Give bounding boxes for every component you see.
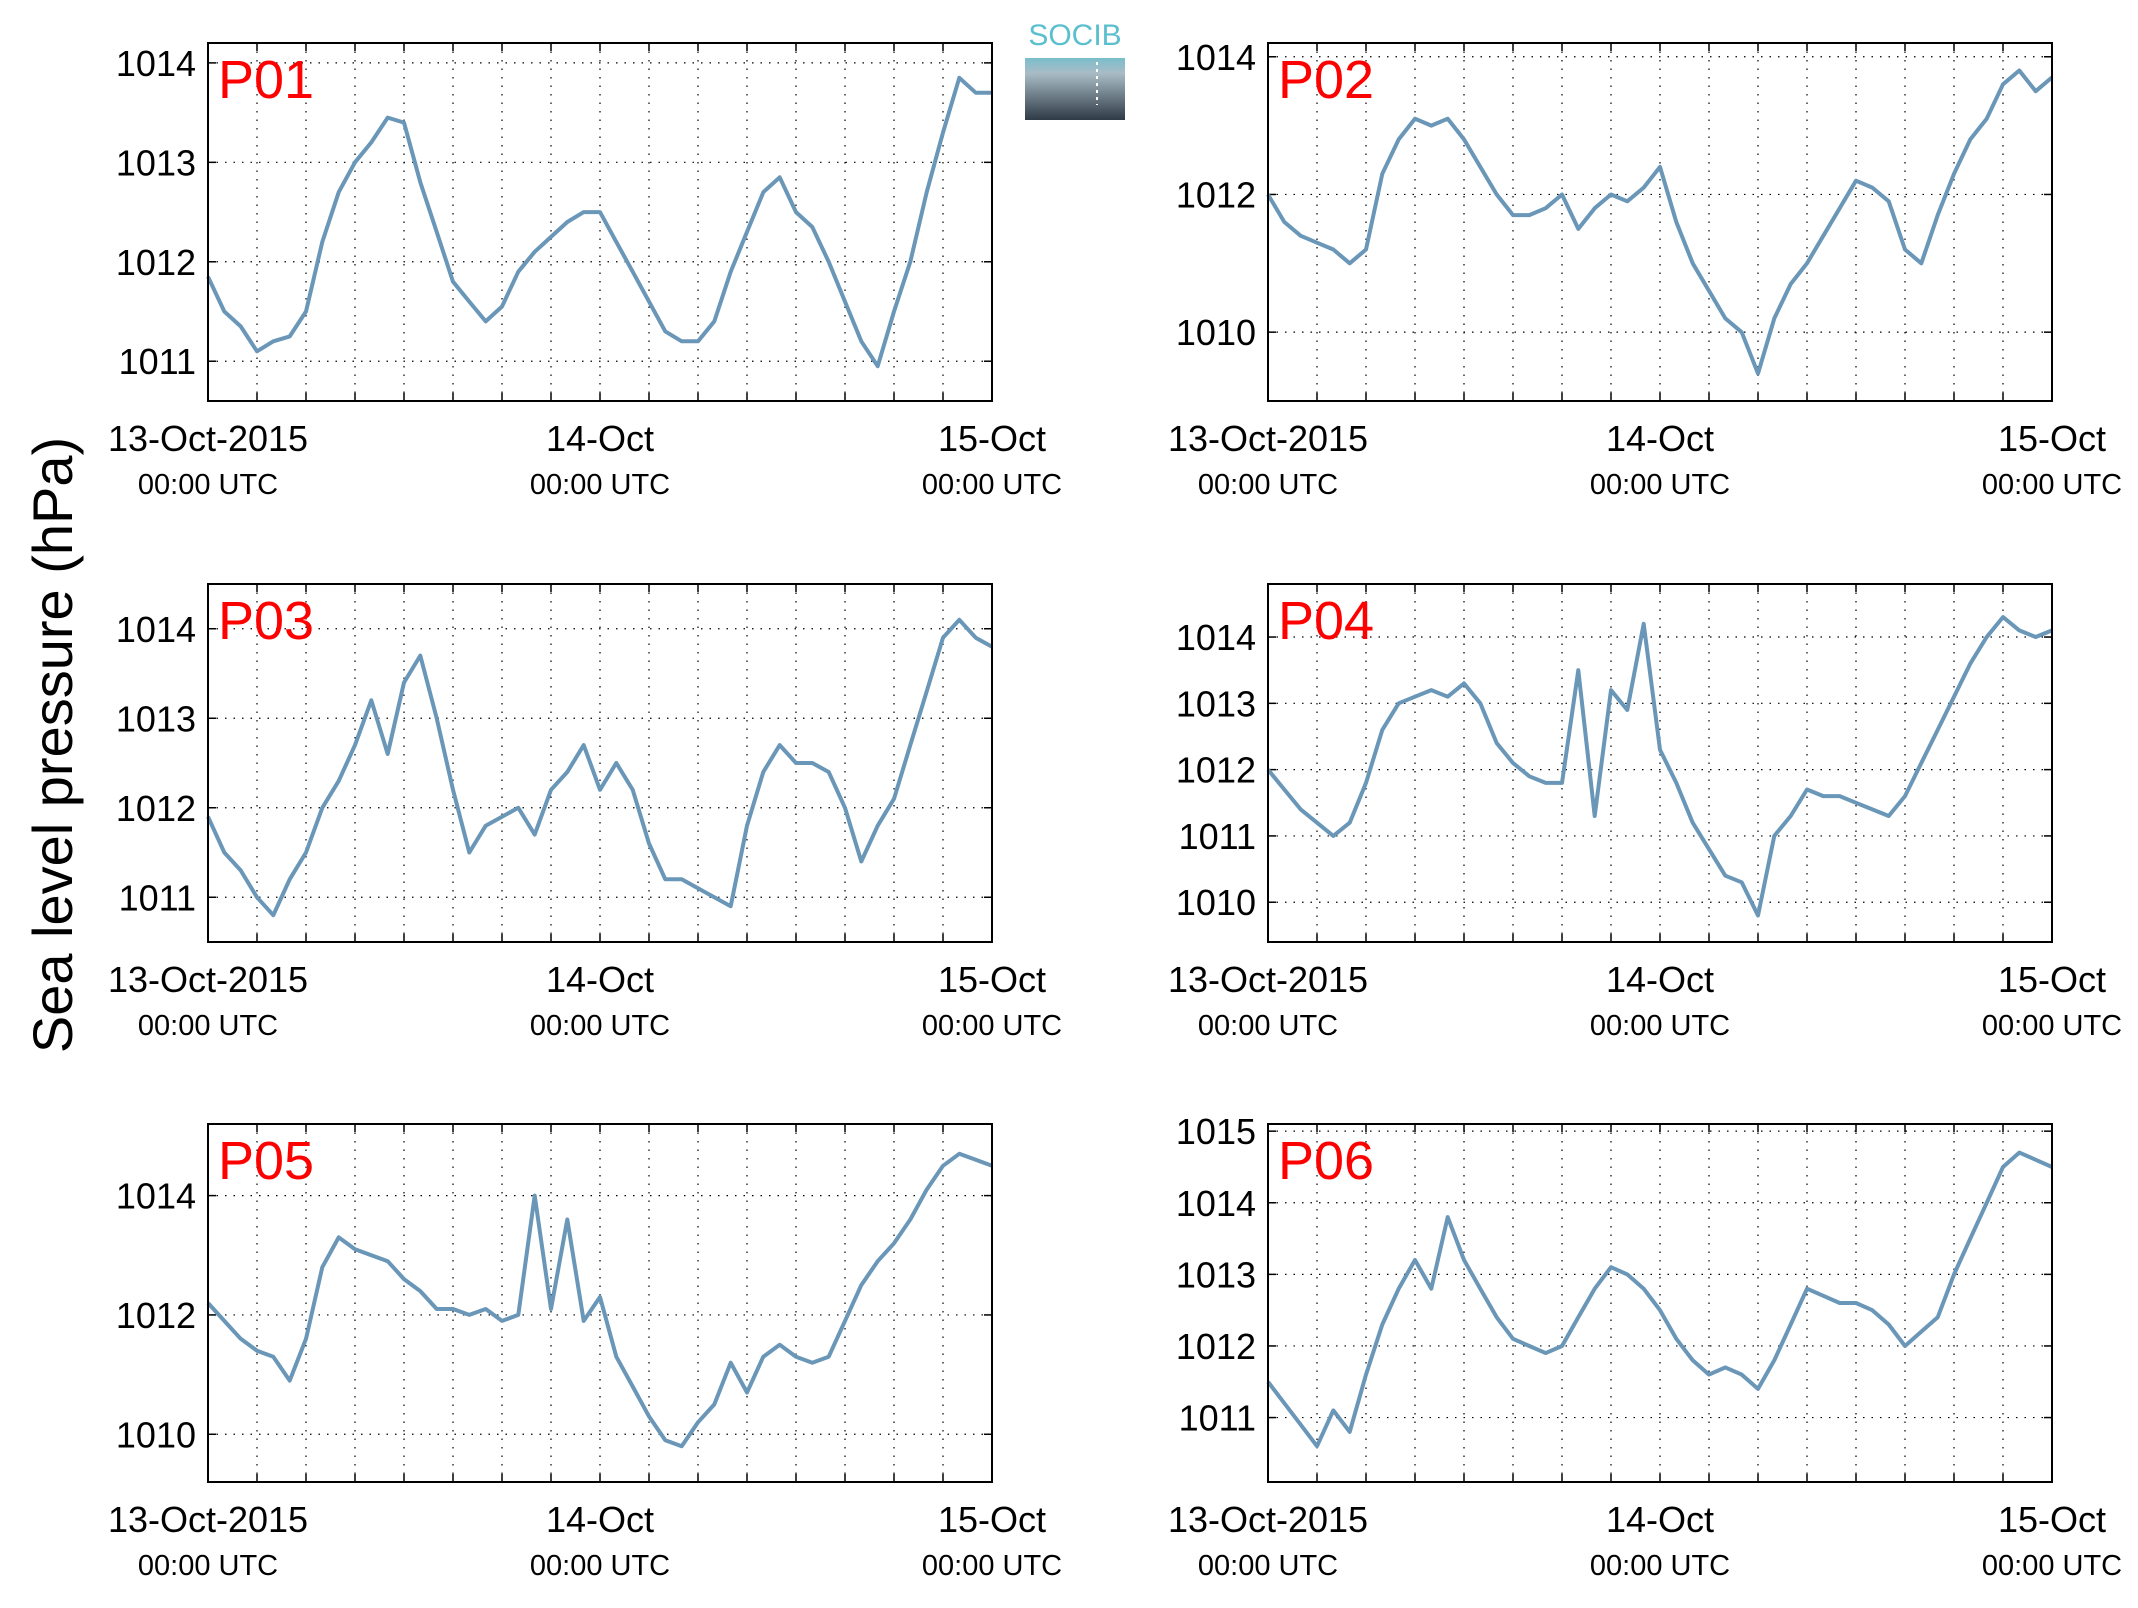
- panel-6-xtick-sublabel: 00:00 UTC: [1590, 1550, 1730, 1582]
- panel-1-xtick-label: 13-Oct-2015: [108, 418, 308, 459]
- y-axis-label: Sea level pressure (hPa): [21, 437, 84, 1053]
- panel-5-axes-frame: [207, 1123, 993, 1483]
- panel-6-ytick-label: 1013: [1176, 1254, 1256, 1295]
- panel-1-xtick-sublabel: 00:00 UTC: [530, 469, 670, 501]
- panel-2-xtick-label: 14-Oct: [1606, 418, 1714, 459]
- panel-6-ytick-label: 1014: [1176, 1183, 1256, 1224]
- panel-3-ytick-label: 1013: [116, 698, 196, 739]
- panel-1-xtick-sublabel: 00:00 UTC: [922, 469, 1062, 501]
- panel-5-xtick-sublabel: 00:00 UTC: [138, 1550, 278, 1582]
- panel-2-ytick-label: 1010: [1176, 312, 1256, 353]
- panel-2-xtick-sublabel: 00:00 UTC: [1198, 469, 1338, 501]
- socib-logo-band: [1025, 48, 1125, 58]
- panel-1-ytick-label: 1012: [116, 242, 196, 283]
- panel-2-xtick-label: 13-Oct-2015: [1168, 418, 1368, 459]
- panel-1-title: P01: [218, 50, 314, 110]
- panel-5-xtick-label: 13-Oct-2015: [108, 1499, 308, 1540]
- panel-2-ytick-label: 1012: [1176, 174, 1256, 215]
- panel-6-title: P06: [1278, 1131, 1374, 1191]
- panel-2-xtick-label: 15-Oct: [1998, 418, 2106, 459]
- panel-4-ytick-label: 1013: [1176, 683, 1256, 724]
- panel-3-xtick-sublabel: 00:00 UTC: [138, 1010, 278, 1042]
- panel-3-ytick-label: 1011: [119, 877, 196, 918]
- panel-6-xtick-label: 15-Oct: [1998, 1499, 2106, 1540]
- panel-5-xtick-sublabel: 00:00 UTC: [530, 1550, 670, 1582]
- panel-3: 1011 1012 1013 1014 13-Oct-2015 00:00 UTC 14-O…: [108, 583, 1062, 1042]
- panel-3-ytick-label: 1012: [116, 788, 196, 829]
- panels-container: 1011 1012 1013 1014 13-Oct-2015 00:00 UTC 14-O…: [108, 37, 2122, 1582]
- panel-1: 1011 1012 1013 1014 13-Oct-2015 00:00 UTC 14-O…: [108, 42, 1062, 501]
- panel-3-xtick-label: 13-Oct-2015: [108, 959, 308, 1000]
- socib-logo-badge: [1025, 48, 1125, 120]
- panel-6-xtick-label: 14-Oct: [1606, 1499, 1714, 1540]
- panel-5-xtick-label: 15-Oct: [938, 1499, 1046, 1540]
- panel-6-ytick-label: 1011: [1179, 1398, 1256, 1439]
- panel-1-axes-frame: [207, 42, 993, 402]
- panel-4-xtick-sublabel: 00:00 UTC: [1982, 1010, 2122, 1042]
- panel-5-xtick-sublabel: 00:00 UTC: [922, 1550, 1062, 1582]
- panel-3-xtick-sublabel: 00:00 UTC: [530, 1010, 670, 1042]
- panel-6-ytick-label: 1012: [1176, 1326, 1256, 1367]
- panel-6-xtick-sublabel: 00:00 UTC: [1198, 1550, 1338, 1582]
- panel-5-series-line: [206, 1151, 993, 1449]
- panel-1-xtick-label: 14-Oct: [546, 418, 654, 459]
- panel-3-ytick-label: 1014: [116, 609, 196, 650]
- panel-4-ytick-label: 1012: [1176, 750, 1256, 791]
- panel-2: 1010 1012 1014 13-Oct-2015 00:00 UTC 14-Oct 00…: [1168, 37, 2122, 501]
- panel-3-xtick-label: 14-Oct: [546, 959, 654, 1000]
- panel-2-series-line: [1266, 68, 2054, 376]
- panel-4-xtick-sublabel: 00:00 UTC: [1198, 1010, 1338, 1042]
- panel-6-ytick-label: 1015: [1176, 1111, 1256, 1152]
- socib-logo-text: SOCIB: [1028, 19, 1121, 52]
- panel-4-xtick-label: 15-Oct: [1998, 959, 2106, 1000]
- panel-2-xtick-sublabel: 00:00 UTC: [1590, 469, 1730, 501]
- panel-6-axes-frame: [1267, 1123, 2053, 1483]
- panel-4-xtick-label: 13-Oct-2015: [1168, 959, 1368, 1000]
- panel-6-series-line: [1266, 1150, 2053, 1449]
- panel-4: 1010 1011 1012 1013 1014 13-Oct-2015 00:00 UTC…: [1168, 583, 2122, 1042]
- panel-1-series-line: [206, 75, 992, 369]
- panel-3-xtick-label: 15-Oct: [938, 959, 1046, 1000]
- panel-3-series-line: [206, 617, 993, 918]
- panel-2-title: P02: [1278, 50, 1374, 110]
- panel-1-xtick-sublabel: 00:00 UTC: [138, 469, 278, 501]
- panel-3-axes-frame: [207, 583, 993, 943]
- panel-4-xtick-sublabel: 00:00 UTC: [1590, 1010, 1730, 1042]
- panel-1-ytick-label: 1014: [116, 43, 196, 84]
- panel-3-xtick-sublabel: 00:00 UTC: [922, 1010, 1062, 1042]
- panel-4-series-line: [1266, 615, 2053, 918]
- panel-4-title: P04: [1278, 591, 1374, 651]
- panel-4-ytick-label: 1011: [1179, 816, 1256, 857]
- panel-5-ytick-label: 1014: [116, 1176, 196, 1217]
- panel-5-ytick-label: 1010: [116, 1414, 196, 1455]
- panel-1-xtick-label: 15-Oct: [938, 418, 1046, 459]
- panel-5-xtick-label: 14-Oct: [546, 1499, 654, 1540]
- panel-2-ytick-label: 1014: [1176, 37, 1256, 78]
- panel-6-xtick-label: 13-Oct-2015: [1168, 1499, 1368, 1540]
- panel-4-ytick-label: 1014: [1176, 617, 1256, 658]
- panel-5-title: P05: [218, 1131, 314, 1191]
- panel-5: 1010 1012 1014 13-Oct-2015 00:00 UTC 14-Oct 00…: [108, 1123, 1062, 1582]
- panel-3-title: P03: [218, 591, 314, 651]
- panel-6-xtick-sublabel: 00:00 UTC: [1982, 1550, 2122, 1582]
- panel-4-xtick-label: 14-Oct: [1606, 959, 1714, 1000]
- socib-logo: SOCIB: [1025, 19, 1125, 120]
- panel-2-axes-frame: [1267, 42, 2053, 402]
- panel-5-ytick-label: 1012: [116, 1295, 196, 1336]
- panel-2-xtick-sublabel: 00:00 UTC: [1982, 469, 2122, 501]
- panel-4-axes-frame: [1267, 583, 2053, 943]
- panel-1-ytick-label: 1013: [116, 142, 196, 183]
- panel-6: 1011 1012 1013 1014 1015 13-Oct-2015 00:00 UTC…: [1168, 1111, 2122, 1582]
- panel-1-ytick-label: 1011: [119, 341, 196, 382]
- panel-4-ytick-label: 1010: [1176, 882, 1256, 923]
